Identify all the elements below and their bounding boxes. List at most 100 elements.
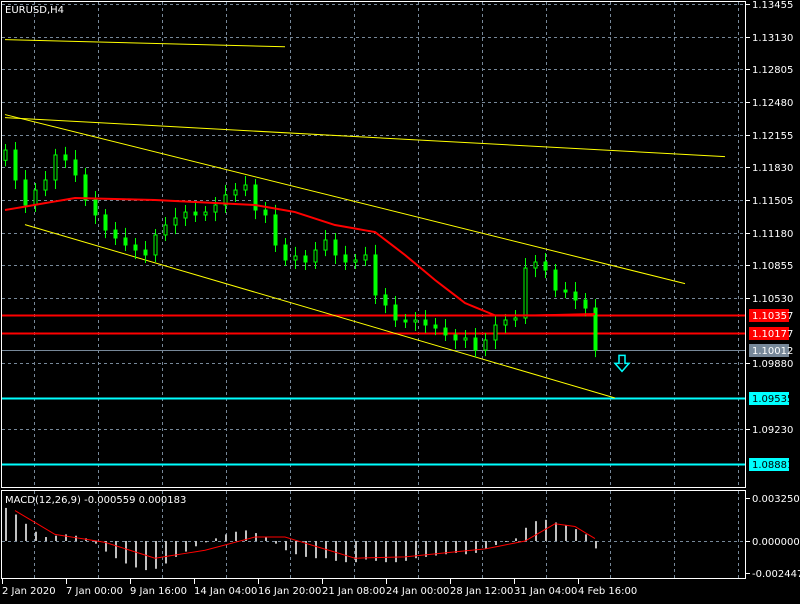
candle-body xyxy=(33,189,38,206)
macd-bar xyxy=(565,525,567,541)
macd-bar xyxy=(295,541,297,555)
candle xyxy=(383,287,388,314)
price-tick-label: 1.11830 xyxy=(752,163,793,174)
candle-body xyxy=(173,217,178,226)
candle-body xyxy=(533,261,538,269)
candle xyxy=(213,196,218,222)
trendlines[interactable] xyxy=(4,39,726,399)
candle-body xyxy=(83,174,88,201)
candle xyxy=(543,252,548,279)
candle xyxy=(493,315,498,350)
candle-body xyxy=(313,249,318,263)
candle-body xyxy=(593,307,598,351)
down-arrow-icon xyxy=(613,354,631,373)
macd-bar xyxy=(115,541,117,559)
candle xyxy=(533,254,538,278)
candle-body xyxy=(153,234,158,256)
candle xyxy=(63,146,68,169)
candle xyxy=(333,232,338,265)
macd-bar xyxy=(415,541,417,559)
time-tick-label: 24 Jan 00:00 xyxy=(386,586,449,597)
macd-bar xyxy=(45,537,47,541)
macd-tick-label: -0.002447 xyxy=(752,569,800,580)
candle-body xyxy=(53,154,58,181)
moving-average-line xyxy=(4,196,596,317)
price-tick-label: 1.13130 xyxy=(752,33,793,44)
macd-bar xyxy=(485,541,487,549)
candle-body xyxy=(573,291,578,301)
price-tick-label: 1.12805 xyxy=(752,65,793,76)
macd-bar xyxy=(595,541,597,549)
macd-bar xyxy=(385,541,387,563)
candle-body xyxy=(503,319,508,326)
candle-body xyxy=(133,244,138,251)
trendline[interactable] xyxy=(4,39,286,48)
candle xyxy=(173,207,178,235)
candle xyxy=(483,332,488,357)
macd-bar xyxy=(475,541,477,553)
macd-bar xyxy=(465,541,467,555)
macd-bar xyxy=(585,534,587,541)
price-axis[interactable]: 1.13455 1.13130 1.12805 1.12480 1.12155 1.118… xyxy=(745,0,800,580)
macd-tick-label: 0.003250 xyxy=(752,494,800,505)
price-level-badge xyxy=(749,458,789,471)
macd-bar xyxy=(525,527,527,541)
macd-bar xyxy=(245,530,247,541)
candle-body xyxy=(553,269,558,291)
macd-bar xyxy=(555,522,557,541)
macd-bar xyxy=(155,541,157,569)
time-tick-label: 31 Jan 04:00 xyxy=(514,586,577,597)
trendline[interactable] xyxy=(4,114,686,285)
macd-bar xyxy=(35,531,37,541)
candle-body xyxy=(203,211,208,216)
price-level-badge xyxy=(749,392,789,405)
macd-bar xyxy=(275,541,277,544)
time-tick-label: 7 Jan 00:00 xyxy=(66,586,123,597)
candle xyxy=(403,313,408,329)
candle-body xyxy=(543,261,548,271)
candle xyxy=(243,175,248,197)
price-tick-label: 1.09230 xyxy=(752,425,793,436)
time-tick-label: 4 Feb 16:00 xyxy=(578,586,637,597)
main-frame xyxy=(1,1,746,488)
time-axis[interactable]: 2 Jan 2020 7 Jan 00:00 9 Jan 16:00 14 Jan 0… xyxy=(2,579,637,597)
macd-bar xyxy=(505,541,507,542)
candle xyxy=(303,249,308,271)
candle xyxy=(503,313,508,334)
candle-body xyxy=(23,179,28,206)
candle-body xyxy=(183,211,188,219)
candle-body xyxy=(303,255,308,263)
candle xyxy=(223,184,228,214)
macd-bar xyxy=(15,514,17,541)
candle xyxy=(563,282,568,299)
trendline[interactable] xyxy=(24,224,616,399)
macd-bar xyxy=(365,541,367,560)
candle xyxy=(553,264,558,298)
candle xyxy=(313,242,318,270)
price-tick-label: 1.09880 xyxy=(752,359,793,370)
chart-title: EURUSD,H4 xyxy=(5,5,64,16)
macd-bar xyxy=(5,507,7,541)
macd-bar xyxy=(125,541,127,564)
macd-bar xyxy=(25,523,27,541)
candle-body xyxy=(273,214,278,246)
candle-body xyxy=(223,194,228,206)
macd-bar xyxy=(575,529,577,541)
candle-body xyxy=(483,339,488,351)
macd-bar xyxy=(455,541,457,553)
candle-body xyxy=(293,255,298,261)
candle-body xyxy=(123,237,128,246)
candle xyxy=(203,206,208,222)
macd-bar xyxy=(95,541,97,544)
candle xyxy=(423,309,428,334)
macd-bar xyxy=(135,541,137,568)
candle xyxy=(293,246,298,270)
candle-body xyxy=(383,294,388,306)
candle xyxy=(353,253,358,270)
macd-bar xyxy=(425,541,427,557)
candle-body xyxy=(43,179,48,191)
trendline[interactable] xyxy=(4,117,726,158)
candle xyxy=(93,190,98,225)
macd-bar xyxy=(55,535,57,541)
